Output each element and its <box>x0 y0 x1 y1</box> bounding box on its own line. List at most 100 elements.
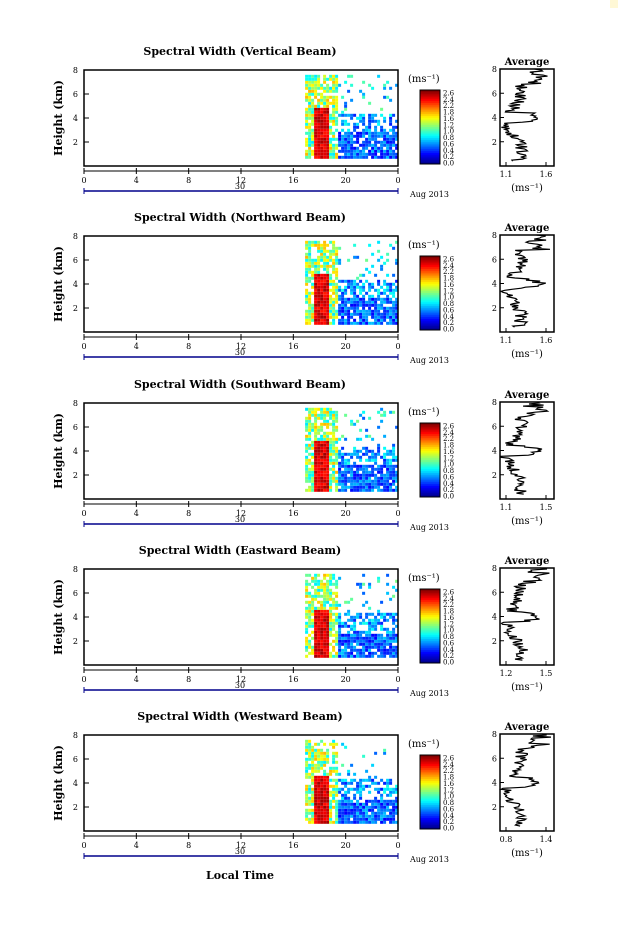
heatmap-cell <box>323 461 327 465</box>
heatmap-cell <box>329 488 333 492</box>
heatmap-cell <box>320 467 324 471</box>
heatmap-cell <box>344 101 348 105</box>
heatmap-cell <box>323 413 327 417</box>
heatmap-cell <box>320 470 324 474</box>
heatmap-cell <box>368 152 372 156</box>
heatmap-cell <box>320 291 324 295</box>
heatmap-cell <box>347 609 351 613</box>
heatmap-cell <box>374 817 378 821</box>
heatmap-cell <box>320 282 324 286</box>
heatmap-cell <box>323 267 327 271</box>
heatmap-cell <box>350 781 354 785</box>
heatmap-cell <box>368 799 372 803</box>
heatmap-cell <box>377 814 381 818</box>
heatmap-cell <box>320 410 324 414</box>
heatmap-cell <box>308 633 312 637</box>
heatmap-cell <box>377 146 381 150</box>
heatmap-cell <box>314 425 318 429</box>
heatmap-cell <box>311 585 315 589</box>
heatmap-cell <box>368 119 372 123</box>
heatmap-cell <box>335 137 339 141</box>
heatmap-cell <box>374 799 378 803</box>
heatmap-cell <box>335 80 339 84</box>
heatmap-cell <box>371 467 375 471</box>
x-tick-label: 0 <box>81 841 86 850</box>
colorbar-band <box>420 469 440 472</box>
heatmap-cell <box>305 817 309 821</box>
heatmap-cell <box>383 808 387 812</box>
heatmap-cell <box>317 642 321 646</box>
heatmap-cell <box>350 422 354 426</box>
heatmap-cell <box>329 431 333 435</box>
heatmap-cell <box>377 312 381 316</box>
heatmap-cell <box>368 778 372 782</box>
heatmap-cell <box>383 482 387 486</box>
heatmap-cell <box>383 814 387 818</box>
colorbar-band <box>420 448 440 452</box>
x-tick-label: 4 <box>134 342 139 351</box>
heatmap-cell <box>395 645 399 649</box>
heatmap-cell <box>305 636 309 640</box>
day-label: 30 <box>235 515 245 524</box>
heatmap-cell <box>368 473 372 477</box>
heatmap-cell <box>392 488 396 492</box>
y-tick-label: 6 <box>73 90 78 99</box>
heatmap-cell <box>374 146 378 150</box>
heatmap-cell <box>335 77 339 81</box>
heatmap-cell <box>344 624 348 628</box>
heatmap-cell <box>320 618 324 622</box>
heatmap-cell <box>323 276 327 280</box>
heatmap-cell <box>395 636 399 640</box>
heatmap-cell <box>341 309 345 313</box>
heatmap-cell <box>350 627 354 631</box>
heatmap-cell <box>362 814 366 818</box>
heatmap-cell <box>326 817 330 821</box>
heatmap-cell <box>311 446 315 450</box>
heatmap-cell <box>353 449 357 453</box>
heatmap-cell <box>323 618 327 622</box>
heatmap-cell <box>320 434 324 438</box>
heatmap-cell <box>368 101 372 105</box>
heatmap-cell <box>329 814 333 818</box>
heatmap-cell <box>323 585 327 589</box>
heatmap-cell <box>311 793 315 797</box>
heatmap-cell <box>308 413 312 417</box>
heatmap-cell <box>350 651 354 655</box>
heatmap-cell <box>311 264 315 268</box>
heatmap-cell <box>326 775 330 779</box>
heatmap-cell <box>320 748 324 752</box>
heatmap-cell <box>317 125 321 129</box>
heatmap-cell <box>332 428 336 432</box>
heatmap-cell <box>350 288 354 292</box>
heatmap-cell <box>350 291 354 295</box>
heatmap-cell <box>380 312 384 316</box>
colorbar-band <box>420 812 440 815</box>
heatmap-cell <box>326 612 330 616</box>
heatmap-cell <box>347 651 351 655</box>
heatmap-cell <box>314 449 318 453</box>
heatmap-cell <box>320 654 324 658</box>
heatmap-cell <box>323 273 327 277</box>
heatmap-cell <box>305 579 309 583</box>
heatmap-cell <box>383 455 387 459</box>
heatmap-cell <box>356 642 360 646</box>
colorbar-band <box>420 432 440 435</box>
heatmap-cell <box>353 243 357 247</box>
heatmap-cell <box>386 648 390 652</box>
heatmap-cell <box>383 128 387 132</box>
day-label: 30 <box>235 182 245 191</box>
heatmap-cell <box>356 615 360 619</box>
heatmap-cell <box>329 805 333 809</box>
heatmap-cell <box>365 784 369 788</box>
heatmap-cell <box>365 621 369 625</box>
heatmap-cell <box>317 769 321 773</box>
heatmap-cell <box>356 817 360 821</box>
heatmap-cell <box>389 288 393 292</box>
heatmap-cell <box>308 437 312 441</box>
heatmap-cell <box>371 143 375 147</box>
heatmap-cell <box>311 285 315 289</box>
y-axis-label: Height (km) <box>52 745 65 821</box>
heatmap-cell <box>320 446 324 450</box>
heatmap-cell <box>317 814 321 818</box>
heatmap-cell <box>332 285 336 289</box>
